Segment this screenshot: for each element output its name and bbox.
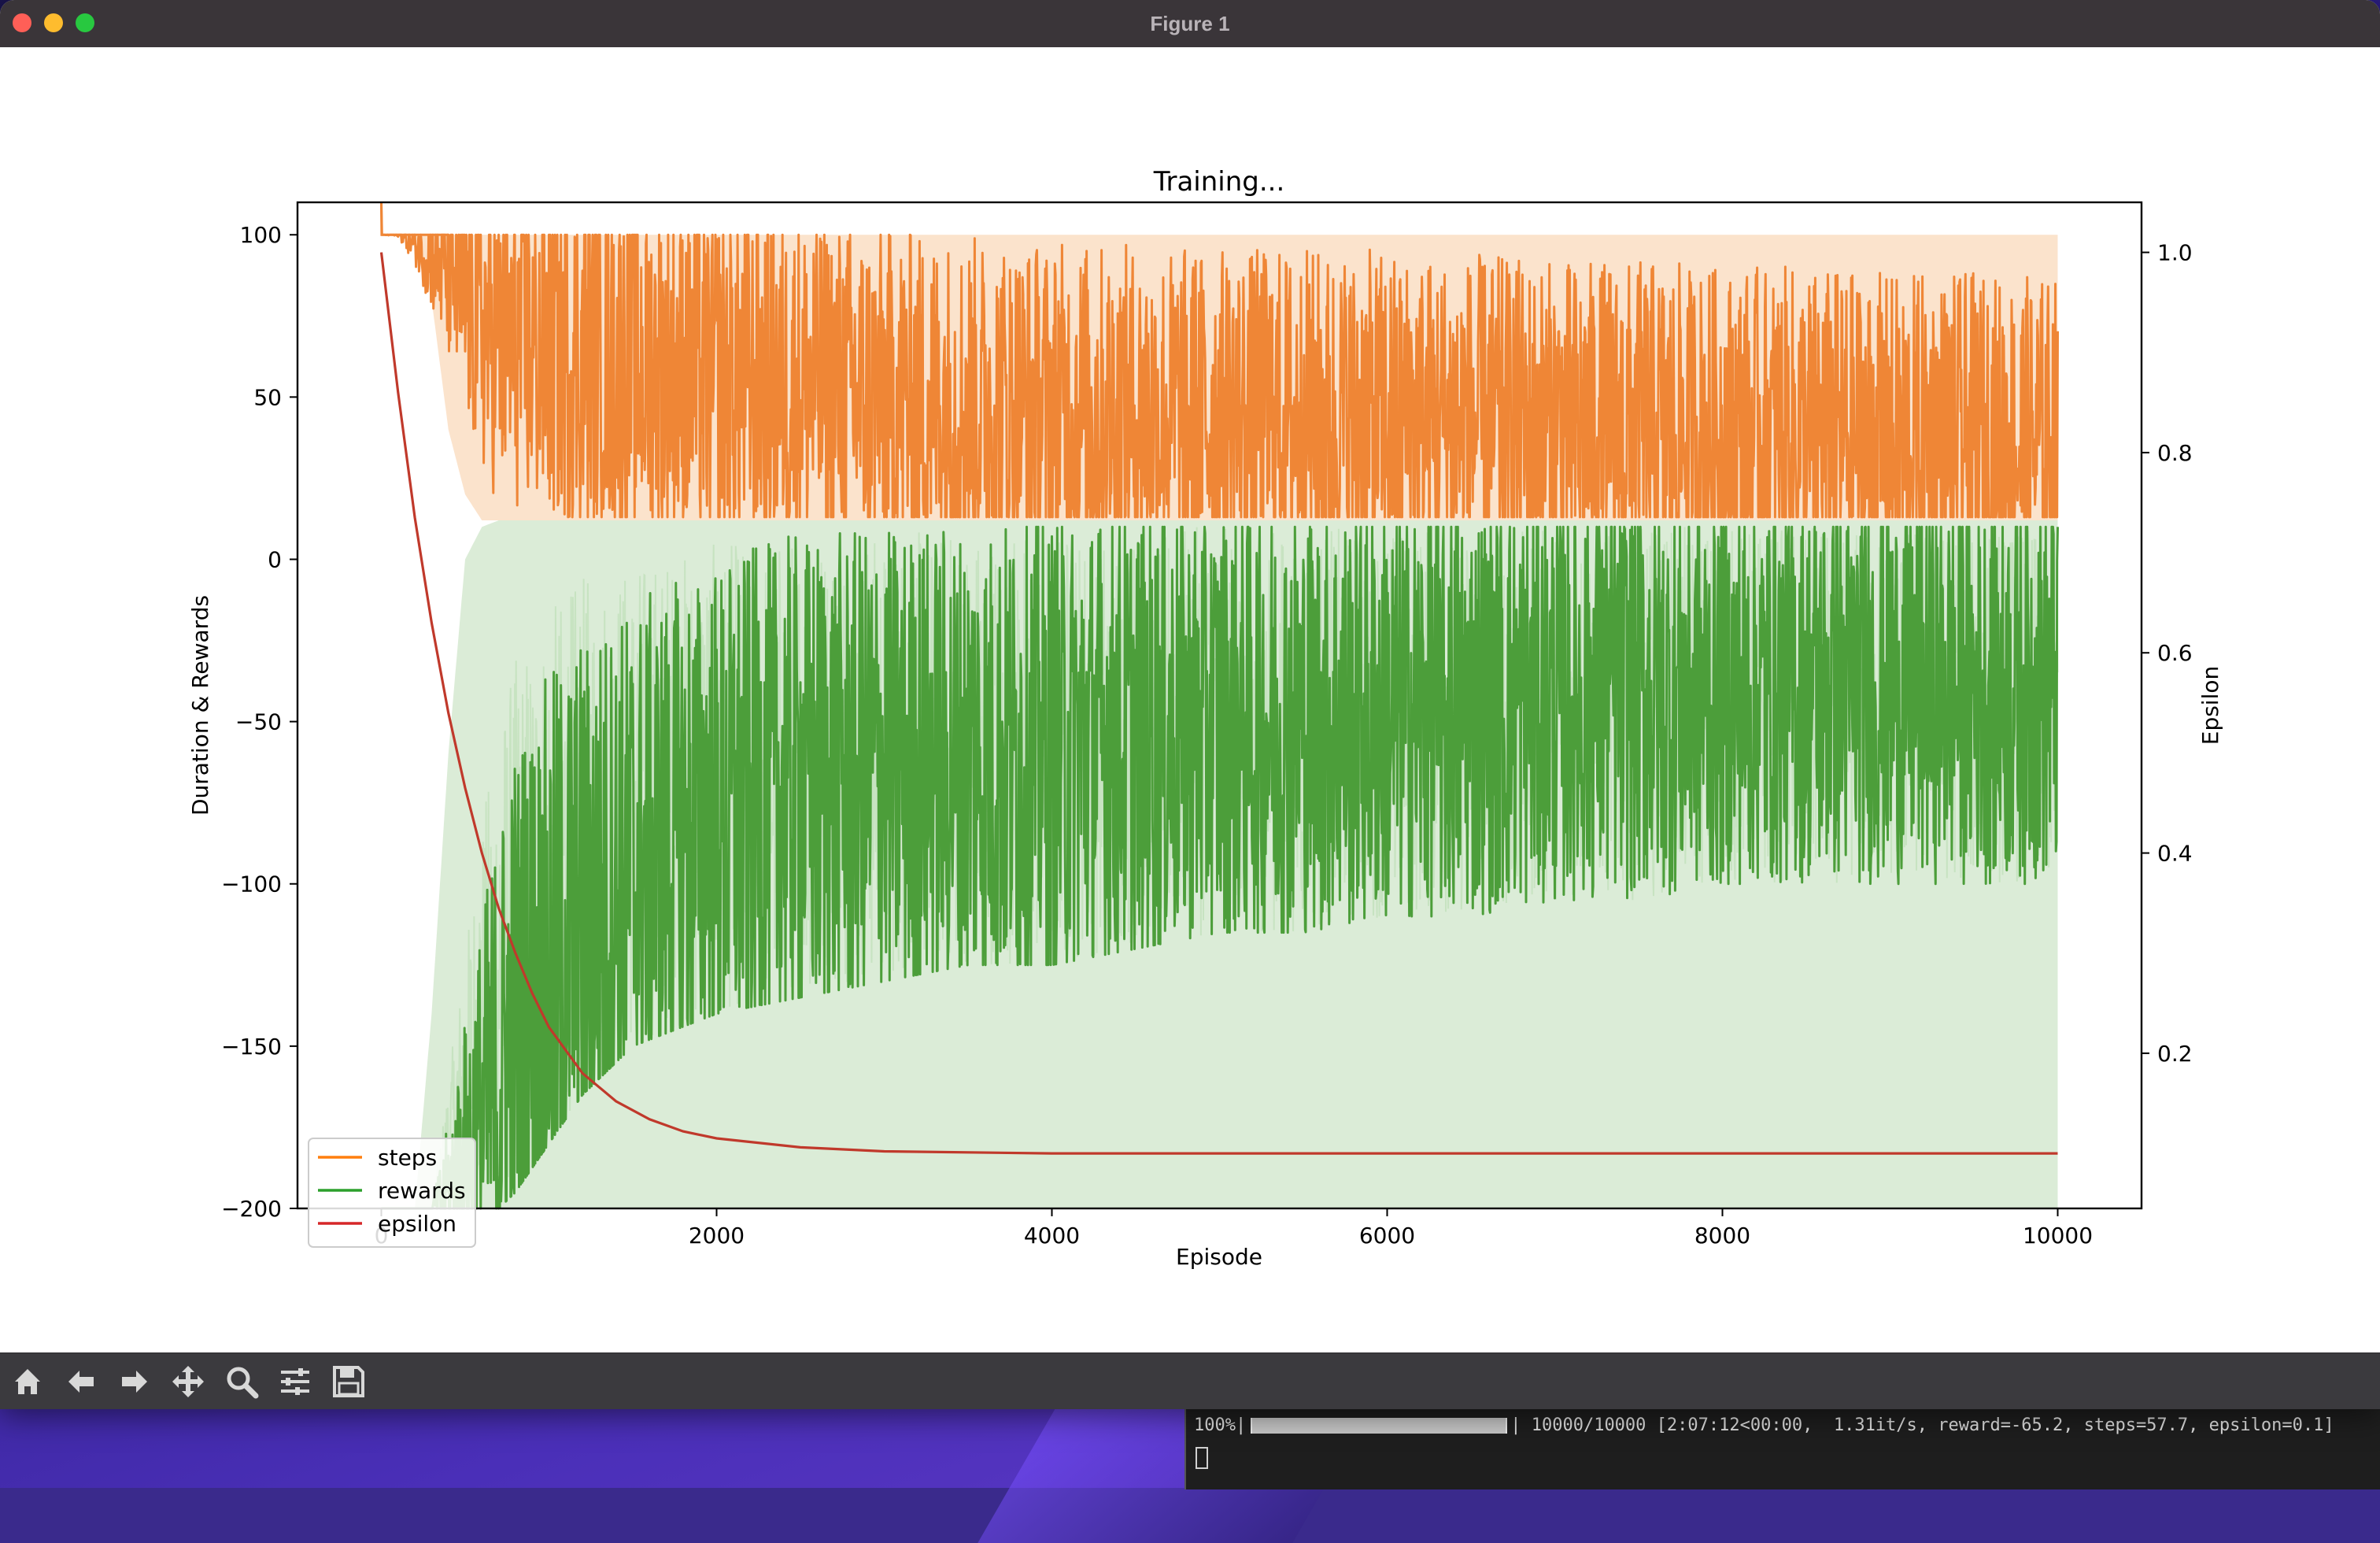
pan-move-button[interactable] (165, 1360, 211, 1404)
y2-tick-label: 0.4 (2157, 841, 2193, 867)
y-tick-label: −100 (221, 871, 282, 897)
home-button[interactable] (5, 1360, 50, 1404)
legend-label-steps: steps (378, 1145, 437, 1171)
legend-label-rewards: rewards (378, 1178, 466, 1204)
title-bar[interactable]: Figure 1 (0, 0, 2380, 48)
legend: steps rewards epsilon (308, 1138, 476, 1248)
x-tick-label: 4000 (1024, 1223, 1080, 1249)
forward-arrow-button[interactable] (112, 1360, 157, 1404)
epsilon-line (379, 252, 2058, 1155)
progress-prefix: 100%| (1194, 1415, 1247, 1435)
x-tick-label: 10000 (2023, 1223, 2093, 1249)
rewards-line (380, 525, 2059, 1210)
zoom-magnifier-icon (224, 1364, 259, 1399)
legend-label-epsilon: epsilon (378, 1211, 456, 1237)
x-tick-label: 6000 (1359, 1223, 1415, 1249)
home-icon (10, 1364, 45, 1399)
zoom-magnifier-button[interactable] (219, 1360, 264, 1404)
x-axis-label: Episode (1176, 1244, 1262, 1270)
y2-tick-label: 0.2 (2157, 1041, 2193, 1067)
forward-arrow-icon (117, 1364, 152, 1399)
y-tick-label: −150 (221, 1034, 282, 1060)
training-chart[interactable]: 0200040006000800010000 100500−50−100−150… (0, 47, 2380, 1352)
figure-canvas[interactable]: 0200040006000800010000 100500−50−100−150… (0, 47, 2380, 1352)
y-tick-label: −200 (221, 1196, 282, 1222)
terminal-cursor (1196, 1447, 1208, 1469)
y-axis-label: Duration & Rewards (187, 595, 213, 816)
figure-window: Figure 1 0200040006000800010000 100500−5… (0, 0, 2380, 1409)
y-tick-label: 100 (240, 222, 282, 248)
legend-box (308, 1138, 476, 1248)
back-arrow-icon (64, 1364, 98, 1399)
chart-title: Training... (1153, 166, 1285, 198)
y2-tick-label: 0.6 (2157, 640, 2193, 666)
y2-axis-label: Epsilon (2197, 666, 2223, 746)
progress-bar (1251, 1417, 1508, 1434)
y-tick-label: −50 (235, 709, 282, 735)
pan-move-icon (171, 1364, 205, 1399)
y2-tick-label: 1.0 (2157, 240, 2193, 266)
steps-line (380, 202, 2059, 519)
progress-suffix: | 10000/10000 [2:07:12<00:00, 1.31it/s, … (1510, 1415, 2334, 1435)
x-tick-label: 8000 (1694, 1223, 1750, 1249)
save-floppy-icon (331, 1364, 366, 1399)
terminal-progress-line: 100%| | 10000/10000 [2:07:12<00:00, 1.31i… (1194, 1415, 2334, 1435)
configure-subplots-icon (278, 1364, 312, 1399)
navigation-toolbar (0, 1352, 2380, 1409)
plot-frame (296, 201, 2143, 1210)
y2-tick-label: 0.8 (2157, 440, 2193, 466)
close-button[interactable] (13, 13, 31, 32)
y-tick-label: 50 (253, 384, 282, 410)
y-tick-label: 0 (268, 546, 282, 572)
x-tick-label: 2000 (689, 1223, 745, 1249)
configure-subplots-button[interactable] (272, 1360, 318, 1404)
steps-initial-line (380, 202, 449, 236)
save-floppy-button[interactable] (326, 1360, 371, 1404)
back-arrow-button[interactable] (58, 1360, 104, 1404)
minimize-button[interactable] (44, 13, 63, 32)
maximize-button[interactable] (76, 13, 94, 32)
window-title: Figure 1 (1150, 12, 1230, 35)
